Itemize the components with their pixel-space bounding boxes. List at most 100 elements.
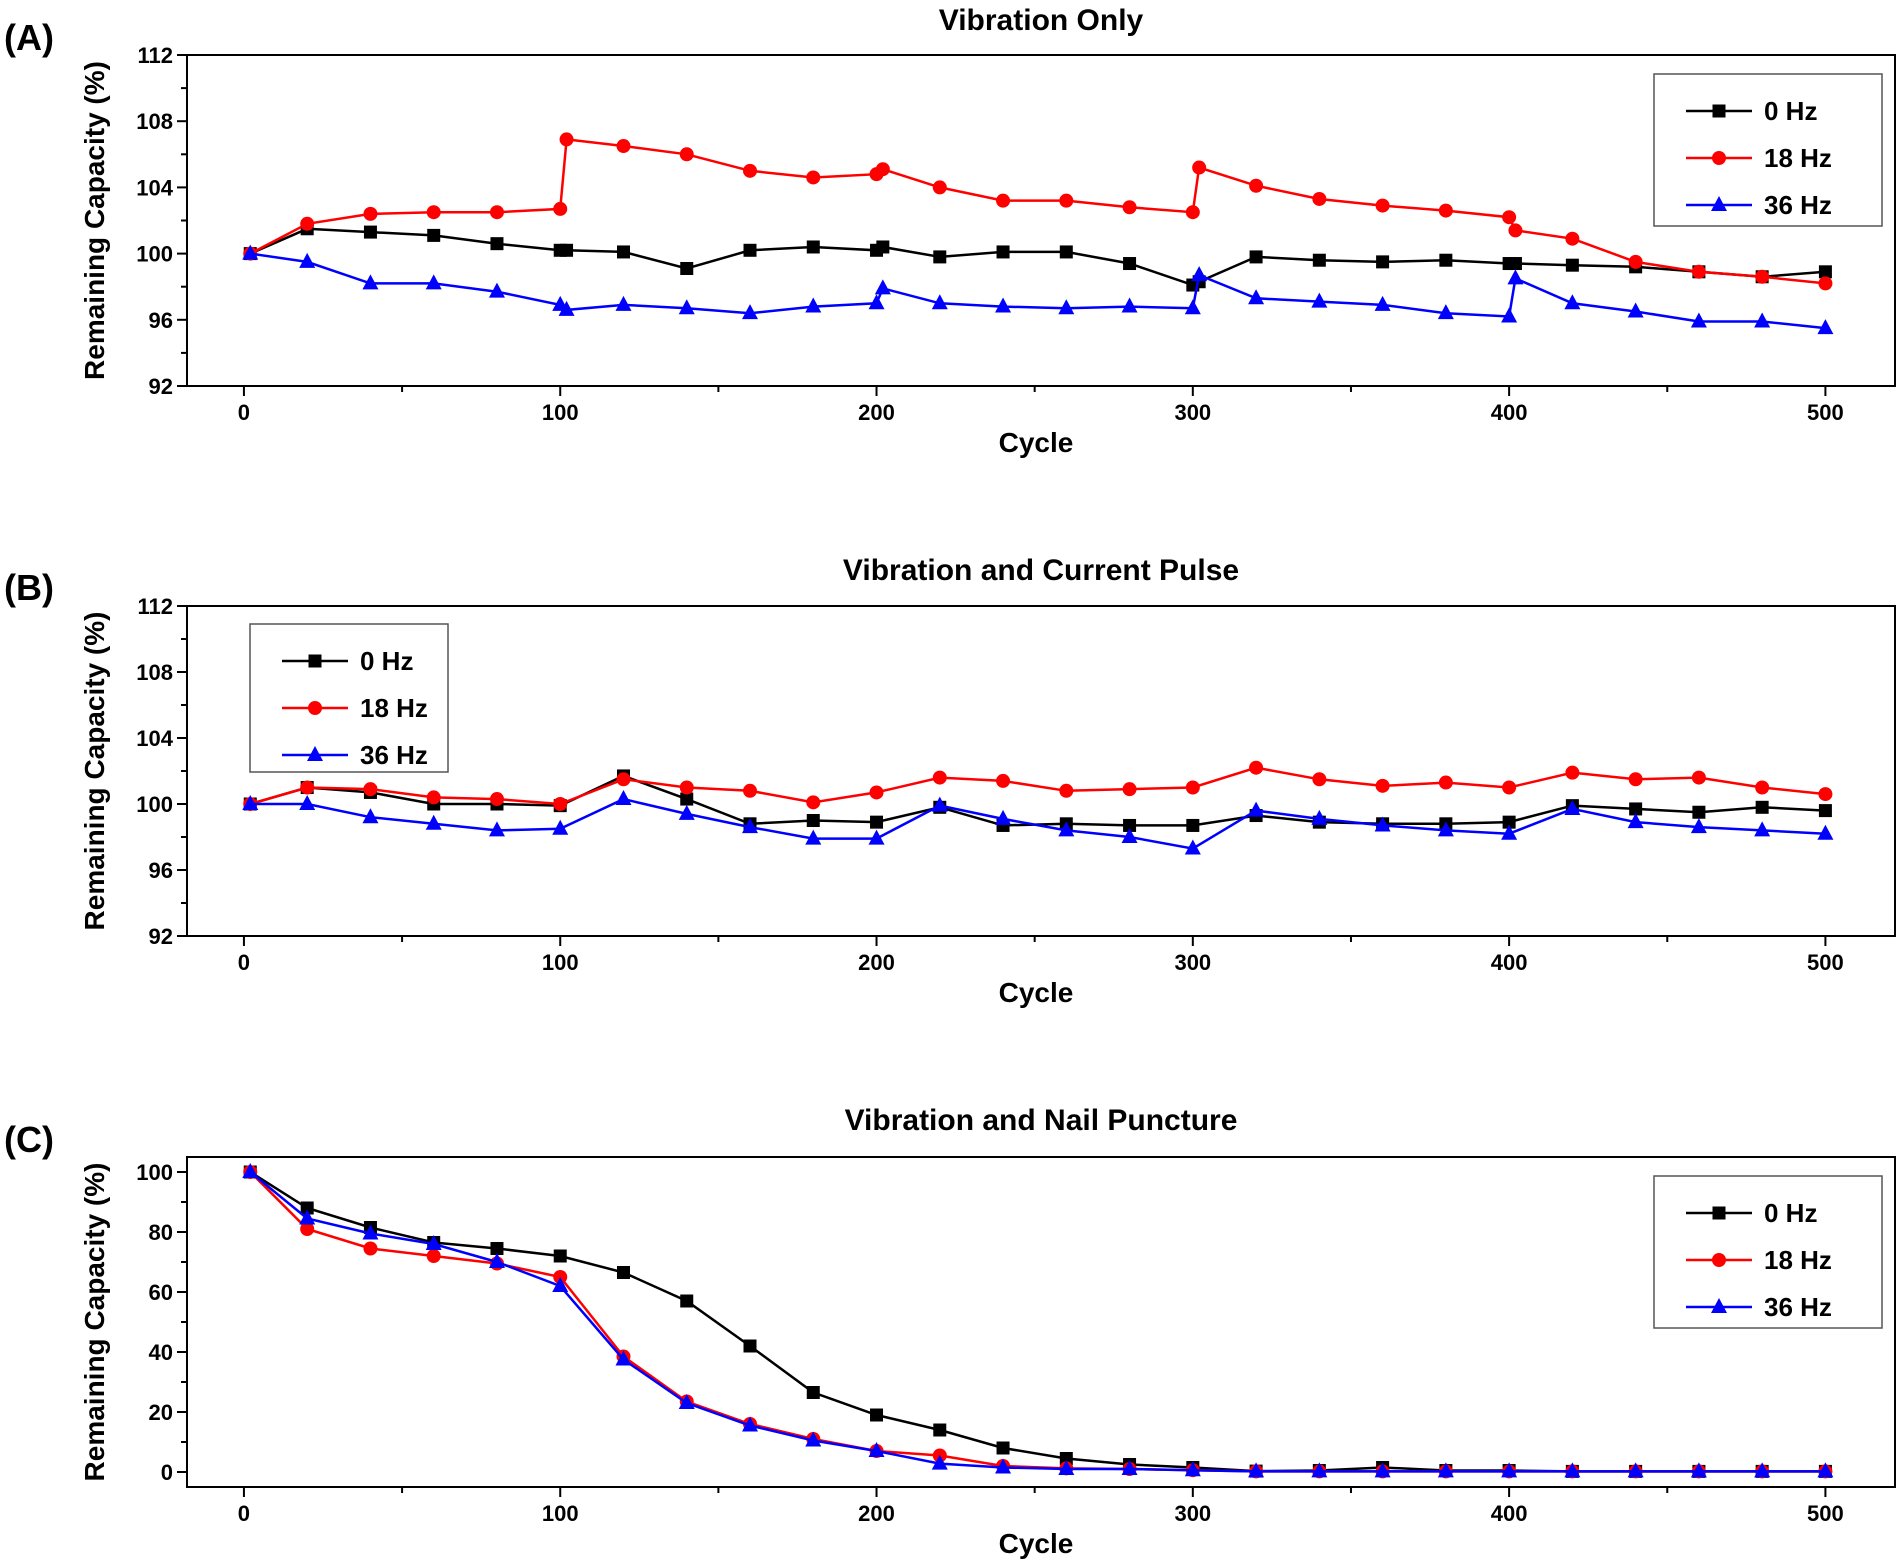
data-point [1818, 276, 1833, 291]
data-point [1507, 269, 1524, 285]
data-point [868, 294, 885, 310]
data-point [1818, 804, 1832, 818]
data-point [805, 297, 822, 313]
series-line [249, 227, 1826, 287]
legend-label: 0 Hz [360, 646, 413, 676]
data-point [1058, 821, 1075, 837]
y-tick-label: 20 [149, 1400, 173, 1425]
data-point [1058, 1460, 1075, 1475]
series-36-hz [242, 790, 1834, 855]
data-point [308, 654, 322, 668]
data-point [299, 252, 316, 268]
data-point [1629, 802, 1643, 816]
data-point [488, 821, 505, 837]
series-line [249, 1171, 1826, 1473]
data-point [743, 1339, 757, 1353]
chart-title: Vibration and Current Pulse [843, 554, 1239, 587]
y-tick-label: 112 [138, 594, 174, 619]
data-point [363, 782, 378, 797]
x-tick-label: 100 [542, 400, 579, 425]
series-line [250, 252, 1826, 330]
data-point [1692, 805, 1706, 819]
x-tick-label: 100 [542, 1501, 579, 1526]
data-point [489, 205, 504, 220]
plot-frame [186, 54, 1896, 387]
y-tick-label: 60 [149, 1280, 173, 1305]
data-point [488, 1253, 505, 1268]
data-point [426, 1249, 441, 1263]
data-point [308, 701, 322, 715]
x-tick-label: 300 [1174, 950, 1211, 975]
x-tick-label: 400 [1491, 400, 1528, 425]
chart-title: Vibration and Nail Puncture [845, 1104, 1238, 1137]
data-point [1690, 312, 1707, 328]
y-axis-label: Remaining Capacity (%) [79, 612, 110, 931]
data-point [678, 1394, 695, 1409]
data-point [1502, 210, 1517, 225]
data-point [870, 815, 884, 829]
data-point [552, 819, 569, 835]
data-point [1058, 299, 1075, 315]
data-point [425, 274, 442, 290]
data-point [869, 785, 884, 800]
data-point [806, 795, 821, 810]
data-point [1376, 255, 1390, 269]
chart-panel-2: (B) Vibration and Current Pulse 0 100 200 300… [4, 554, 1896, 1008]
series-0-hz [243, 769, 1832, 832]
data-point [425, 814, 442, 830]
data-point [996, 245, 1010, 259]
series-36-hz [242, 244, 1834, 335]
data-point [1249, 760, 1264, 775]
data-point [1437, 821, 1454, 837]
data-point [1508, 223, 1523, 238]
y-tick-label: 104 [136, 175, 173, 200]
data-point [1565, 258, 1579, 272]
data-point [1818, 265, 1832, 279]
data-point [1121, 1460, 1138, 1475]
data-point [1565, 231, 1580, 246]
series-0-hz [243, 222, 1832, 292]
data-point [242, 1163, 259, 1178]
data-point [1627, 813, 1644, 829]
data-point [931, 1454, 948, 1470]
data-point [242, 244, 259, 260]
legend-label: 36 Hz [1764, 1292, 1832, 1322]
data-point [743, 243, 757, 257]
data-point [931, 294, 948, 310]
data-point [363, 206, 378, 221]
data-point [299, 1209, 316, 1225]
data-point [1564, 1462, 1581, 1478]
data-point [1121, 297, 1138, 313]
data-point [426, 205, 441, 220]
data-point [1502, 815, 1516, 829]
data-point [1123, 257, 1137, 271]
data-point [1311, 809, 1328, 825]
x-tick-label: 200 [858, 1501, 895, 1526]
data-point [1311, 292, 1328, 308]
y-tick-label: 108 [136, 109, 173, 134]
series-18-hz [243, 132, 1833, 291]
data-point [1312, 772, 1327, 787]
x-tick-label: 200 [858, 950, 895, 975]
y-tick-label: 0 [161, 1460, 173, 1485]
data-point [1817, 1462, 1834, 1478]
plot-frame [186, 1156, 1896, 1488]
y-tick-label: 112 [138, 43, 174, 68]
y-tick-label: 108 [136, 660, 173, 685]
y-tick-label: 92 [149, 924, 173, 949]
data-point [1191, 266, 1208, 282]
data-point [1754, 821, 1771, 837]
data-point [1754, 1462, 1771, 1478]
data-point [362, 808, 379, 824]
x-tick-label: 500 [1807, 950, 1844, 975]
data-point [1375, 198, 1390, 213]
legend: 0 Hz 18 Hz 36 Hz [249, 623, 449, 773]
data-point [1690, 1462, 1707, 1478]
data-point [1374, 1462, 1391, 1478]
data-point [806, 1386, 820, 1399]
legend-label: 36 Hz [360, 740, 428, 770]
panel-label: (B) [4, 567, 54, 608]
x-axis-label: Cycle [999, 977, 1074, 1008]
legend-label: 18 Hz [1764, 1245, 1832, 1275]
